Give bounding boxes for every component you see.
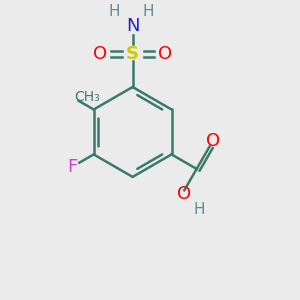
Text: O: O	[93, 45, 107, 63]
Text: CH₃: CH₃	[74, 90, 100, 104]
Text: S: S	[126, 45, 139, 63]
Text: H: H	[108, 4, 119, 19]
Text: H: H	[193, 202, 205, 217]
Text: F: F	[67, 158, 77, 176]
Text: H: H	[143, 4, 154, 19]
Text: O: O	[158, 45, 172, 63]
Text: O: O	[177, 185, 191, 203]
Text: N: N	[126, 17, 140, 35]
Text: O: O	[206, 132, 220, 150]
